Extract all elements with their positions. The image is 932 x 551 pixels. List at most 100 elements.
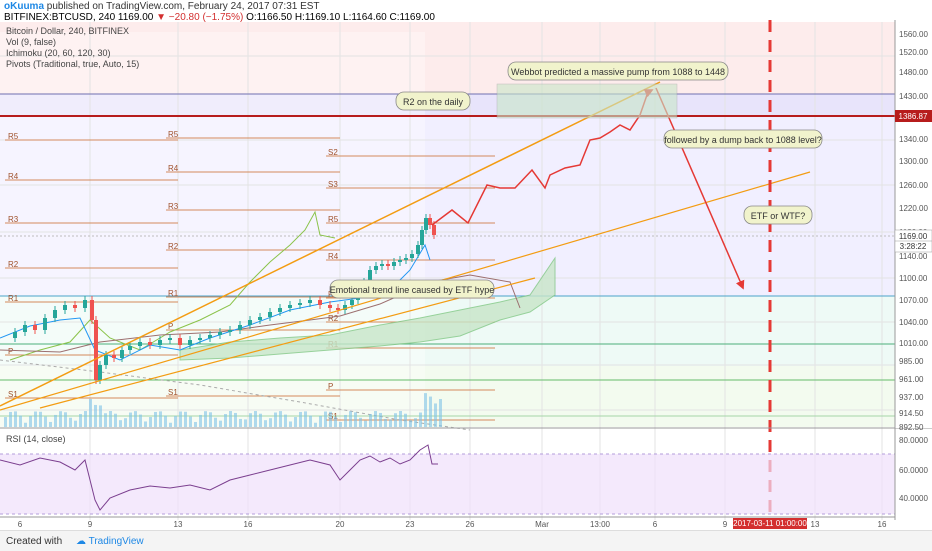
volume-bar bbox=[209, 412, 212, 427]
volume-bar bbox=[219, 420, 222, 427]
volume-bar bbox=[339, 421, 342, 427]
candle-body bbox=[158, 340, 162, 345]
volume-bar bbox=[229, 411, 232, 427]
time-tick: 9 bbox=[88, 520, 93, 529]
candle-body bbox=[148, 342, 152, 345]
candle-body bbox=[83, 300, 87, 308]
volume-bar bbox=[69, 417, 72, 427]
candle-body bbox=[218, 332, 222, 335]
author-name[interactable]: oKuuma bbox=[4, 1, 44, 12]
time-tick: 20 bbox=[336, 520, 345, 529]
pivot-label: R1 bbox=[8, 294, 19, 303]
pump-target-box bbox=[496, 83, 678, 119]
trend-line-3[interactable] bbox=[39, 277, 536, 409]
ichimoku-lagging-line bbox=[9, 210, 336, 361]
volume-bar bbox=[24, 422, 27, 427]
candle-body bbox=[258, 317, 262, 320]
candle-body bbox=[168, 338, 172, 340]
volume-bar bbox=[154, 411, 157, 427]
price-axis[interactable]: 1560.001520.001480.001430.001380.001340.… bbox=[894, 20, 932, 520]
candle-body bbox=[53, 310, 57, 318]
r2-daily-callout[interactable]: R2 on the daily bbox=[395, 91, 471, 111]
time-tick: 13 bbox=[174, 520, 183, 529]
pivot-label: S1 bbox=[328, 412, 338, 421]
candle-body bbox=[368, 270, 372, 282]
volume-bar bbox=[104, 413, 107, 427]
price-tick: 1070.00 bbox=[899, 296, 928, 305]
volume-bar bbox=[319, 415, 322, 427]
pivot-label: R5 bbox=[328, 215, 339, 224]
ichimoku-cloud bbox=[179, 256, 556, 361]
volume-bar bbox=[19, 415, 22, 427]
candle-body bbox=[278, 308, 282, 312]
candle-body bbox=[318, 300, 322, 305]
volume-bar bbox=[409, 420, 412, 427]
volume-bar bbox=[204, 411, 207, 427]
pivot-label: R5 bbox=[8, 132, 19, 141]
volume-bar bbox=[234, 412, 237, 427]
price-tick: 892.50 bbox=[899, 423, 924, 432]
svg-text:followed by a dump back to 108: followed by a dump back to 1088 level? bbox=[664, 135, 822, 145]
volume-bar bbox=[149, 417, 152, 427]
last-price: 1169.00 bbox=[117, 12, 154, 23]
volume-bar bbox=[304, 411, 307, 427]
candle-body bbox=[374, 266, 378, 270]
svg-text:Webbot predicted a massive pum: Webbot predicted a massive pump from 108… bbox=[511, 67, 725, 77]
volume-bar bbox=[49, 421, 52, 427]
pivot-label: R4 bbox=[328, 252, 339, 261]
time-tick: 9 bbox=[723, 520, 728, 529]
etf-wtf-callout[interactable]: ETF or WTF? bbox=[743, 205, 813, 225]
resistance-price-label: 1386.87 bbox=[899, 112, 928, 121]
ohlc-values: O:1166.50 H:1169.10 L:1164.60 C:1169.00 bbox=[246, 12, 435, 23]
dump-callout[interactable]: followed by a dump back to 1088 level? bbox=[663, 129, 823, 149]
volume-bar bbox=[169, 422, 172, 427]
ohlc-line: BITFINEX:BTCUSD, 240 1169.00 ▼ −20.80 (−… bbox=[4, 12, 435, 23]
candle-body bbox=[112, 355, 116, 358]
time-axis[interactable]: 6 9 13 16 20 23 26 Mar 13:00 6 9 13 16 2017-03-11 01… bbox=[0, 516, 895, 529]
volume-bar bbox=[329, 411, 332, 427]
volume-bar bbox=[394, 413, 397, 427]
price-tick: 1480.00 bbox=[899, 68, 928, 77]
pivot-label: R2 bbox=[328, 314, 339, 323]
pivot-label: R4 bbox=[168, 164, 179, 173]
price-change: ▼ −20.80 (−1.75%) bbox=[156, 12, 244, 23]
candle-body bbox=[90, 300, 94, 320]
chart-header: oKuuma published on TradingView.com, Feb… bbox=[0, 0, 932, 23]
rsi-label: RSI (14, close) bbox=[6, 434, 66, 444]
time-tick: 16 bbox=[244, 520, 253, 529]
trend-line-1[interactable] bbox=[0, 81, 661, 407]
pivot-label: P bbox=[328, 382, 333, 391]
time-tick: 13 bbox=[811, 520, 820, 529]
volume-bar bbox=[439, 399, 442, 427]
volume-bar bbox=[324, 411, 327, 427]
volume-bar bbox=[309, 415, 312, 427]
price-tick: 1100.00 bbox=[899, 274, 928, 283]
price-tick: 1010.00 bbox=[899, 339, 928, 348]
pivot-label: S1 bbox=[168, 388, 178, 397]
volume-bar bbox=[244, 419, 247, 427]
webbot-callout[interactable]: Webbot predicted a massive pump from 108… bbox=[507, 61, 729, 81]
candle-body bbox=[208, 335, 212, 338]
candle-body bbox=[228, 330, 232, 332]
volume-bar bbox=[294, 417, 297, 427]
volume-bar bbox=[434, 403, 437, 427]
volume-bar bbox=[89, 398, 92, 427]
price-tick: 914.50 bbox=[899, 409, 924, 418]
volume-bar bbox=[284, 414, 287, 427]
svg-text:Ichimoku (20, 60, 120, 30): Ichimoku (20, 60, 120, 30) bbox=[6, 48, 111, 58]
volume-bar bbox=[64, 412, 67, 427]
price-chart[interactable]: R5R4R3R2R1PS1R5R4R3R2R1PS1S2S3R5R4R3R2R1… bbox=[0, 20, 932, 530]
time-tick: 23 bbox=[406, 520, 415, 529]
indicator-legend: Bitcoin / Dollar, 240, BITFINEX Vol (9, … bbox=[6, 26, 139, 69]
tradingview-logo[interactable]: ☁ TradingView bbox=[76, 536, 144, 547]
pivot-label: R1 bbox=[168, 289, 179, 298]
footer-bar: Created with ☁ TradingView bbox=[0, 530, 932, 551]
emotional-trend-callout[interactable]: Emotional trend line caused by ETF hype bbox=[329, 279, 495, 299]
volume-bar bbox=[334, 416, 337, 427]
symbol-label: BITFINEX:BTCUSD, 240 bbox=[4, 12, 116, 23]
rsi-pane[interactable]: RSI (14, close) bbox=[0, 427, 932, 515]
volume-bar bbox=[124, 418, 127, 427]
volume-bar bbox=[159, 411, 162, 427]
candle-body bbox=[128, 346, 132, 350]
price-tick: 985.00 bbox=[899, 357, 924, 366]
